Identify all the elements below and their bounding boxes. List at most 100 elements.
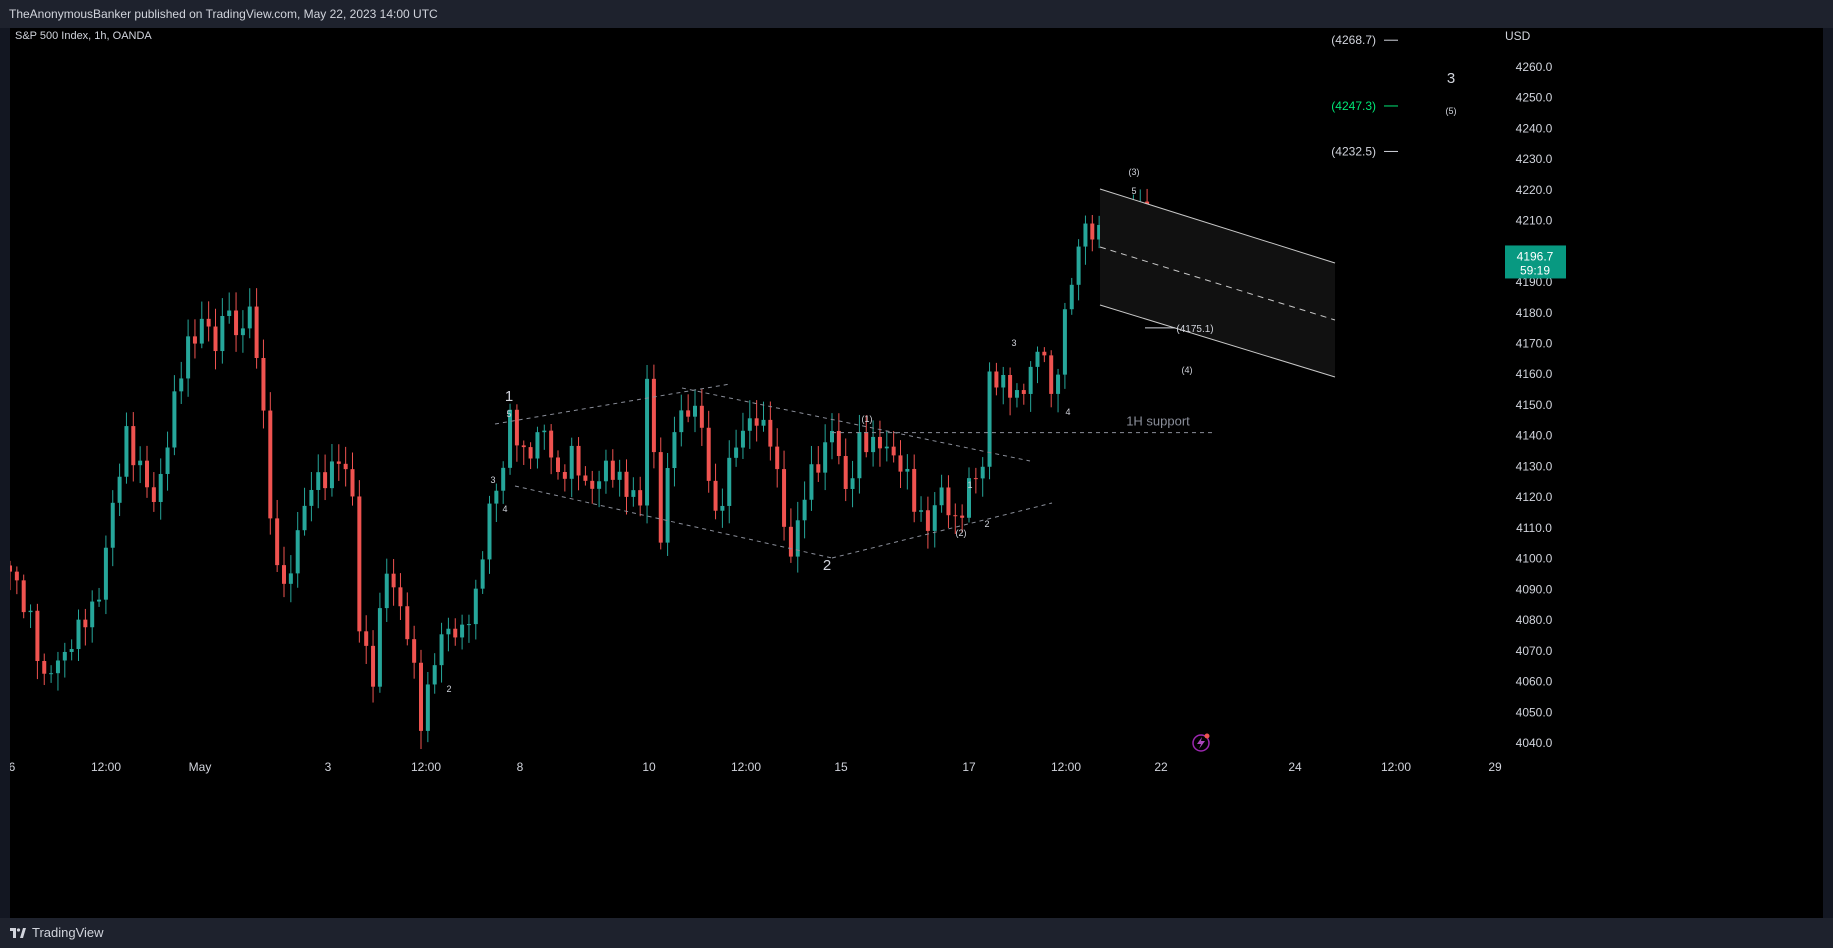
candle (275, 499, 280, 572)
candle-body (371, 645, 376, 687)
candle (590, 470, 595, 504)
candle (172, 375, 177, 456)
y-tick-label: 4220.0 (1516, 183, 1553, 197)
x-tick-label: 22 (1154, 760, 1168, 774)
candle (651, 364, 656, 469)
candle (21, 574, 26, 619)
candle (891, 431, 896, 463)
alert-dot (1204, 733, 1210, 739)
candle-body (21, 580, 26, 613)
y-tick-label: 4260.0 (1516, 60, 1553, 74)
candle (186, 319, 191, 397)
last-price-tag: 4196.759:19 (1505, 245, 1566, 279)
candle-body (802, 499, 807, 521)
tradingview-brand[interactable]: TradingView (10, 925, 104, 940)
candle-body (651, 378, 656, 453)
currency-label: USD (1505, 29, 1531, 43)
candle-body (186, 336, 191, 379)
candle-body (590, 480, 595, 489)
candle (391, 559, 396, 606)
candle (1001, 366, 1006, 405)
candle (398, 573, 403, 621)
candle-body (377, 608, 382, 687)
candle-body (55, 660, 60, 674)
candle-body (809, 464, 814, 500)
candle (1021, 383, 1026, 405)
wave-3-target-label: 3 (1447, 70, 1455, 87)
candle (624, 459, 629, 515)
candle-body (391, 573, 396, 588)
candle-body (973, 478, 978, 480)
diamond-lower-right-line (831, 502, 1053, 559)
candle (1042, 347, 1047, 363)
candle (768, 401, 773, 461)
chart-frame[interactable]: 1H support (4175.1) (4268.7) (4247.3) (4232.… (8, 28, 1823, 918)
candle (384, 558, 389, 622)
lightning-bolt (1197, 737, 1205, 749)
candle (62, 642, 67, 678)
candle-body (35, 610, 40, 661)
candle-body (487, 503, 492, 560)
candle-body (172, 391, 177, 448)
candle-body (151, 487, 156, 502)
candle (268, 392, 273, 535)
candle-body (14, 571, 19, 581)
candle-body (898, 455, 903, 472)
y-tick-label: 4140.0 (1516, 429, 1553, 443)
candle (1090, 214, 1095, 252)
candle-body (597, 481, 602, 489)
candle-body (419, 662, 423, 731)
candle-body (206, 318, 211, 327)
candle (151, 472, 156, 512)
candle (905, 454, 910, 490)
candle (877, 420, 882, 467)
footer-bar: TradingView (0, 918, 1833, 948)
candle-body (693, 405, 697, 417)
price-chart[interactable]: 1H support (4175.1) (4268.7) (4247.3) (4232.… (8, 28, 1823, 918)
candle (329, 444, 334, 497)
candle (775, 428, 780, 488)
candle-body (261, 357, 266, 411)
candle (816, 446, 821, 482)
last-price-countdown: 59:19 (1520, 263, 1550, 277)
target-level-label: (4247.3) (1331, 99, 1376, 113)
candle (1014, 383, 1019, 408)
candle-body (850, 478, 855, 489)
candle (727, 440, 732, 524)
minor-2-low-label: 2 (446, 684, 451, 694)
candle-body (192, 336, 197, 344)
last-price-bg (1505, 245, 1566, 279)
candle (254, 288, 259, 369)
candle-body (795, 520, 800, 557)
y-tick-label: 4070.0 (1516, 644, 1553, 658)
y-tick-label: 4230.0 (1516, 152, 1553, 166)
candle-body (494, 490, 499, 504)
candle-body (905, 468, 910, 472)
y-tick-label: 4240.0 (1516, 121, 1553, 135)
candle-body (877, 436, 882, 449)
tradingview-logo-icon (10, 927, 26, 938)
candle-body (830, 430, 834, 443)
candle-body (165, 447, 170, 474)
candle (610, 449, 615, 488)
candle-body (645, 378, 650, 506)
candle-body (535, 432, 540, 459)
channel-lower-line (1099, 304, 1336, 378)
symbol-label: S&P 500 Index, 1h, OANDA (15, 30, 152, 42)
candle (686, 394, 691, 423)
candle-body (268, 410, 273, 519)
candle-body (638, 490, 643, 506)
y-tick-label: 4100.0 (1516, 552, 1553, 566)
candle (76, 609, 81, 662)
candle-body (932, 505, 937, 531)
candle (823, 424, 828, 491)
candle-body (288, 573, 293, 584)
candle (110, 490, 115, 567)
sub-wave-5-target: (5) (1446, 106, 1457, 116)
candle (357, 480, 362, 643)
wave-2-label: 2 (823, 557, 831, 574)
y-tick-label: 4110.0 (1516, 521, 1552, 535)
candle (138, 446, 143, 484)
candle (809, 445, 814, 511)
lightning-icon (1192, 734, 1210, 752)
